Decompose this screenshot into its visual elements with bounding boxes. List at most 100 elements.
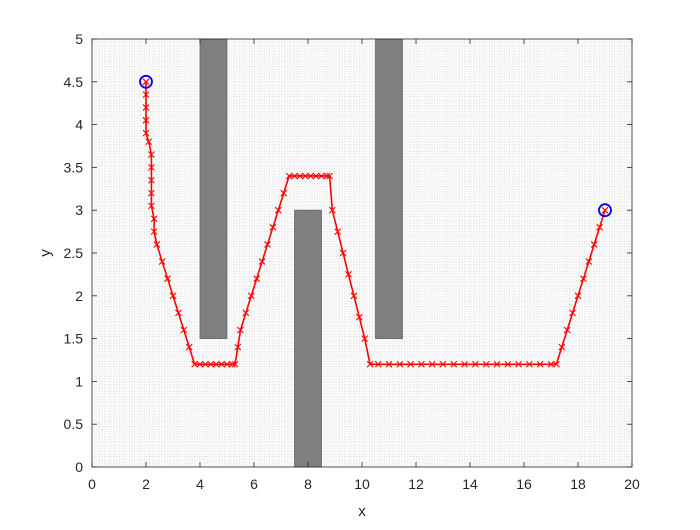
path-point-marker: [301, 172, 309, 180]
x-tick-label: 12: [408, 476, 424, 492]
path-point-marker: [307, 172, 315, 180]
endpoints: [139, 74, 612, 218]
path-point-marker: [407, 360, 414, 368]
path-point-marker: [223, 360, 231, 368]
path-point-marker: [374, 360, 382, 368]
path-point-marker: [175, 309, 182, 317]
path-point-marker: [158, 258, 166, 265]
path-point-marker: [196, 360, 204, 368]
path-point-marker: [558, 343, 566, 351]
path-point-marker: [563, 326, 571, 334]
y-tick-label: 1.5: [64, 331, 84, 347]
y-tick-label: 0: [75, 459, 83, 475]
y-tick-label: 5: [75, 31, 83, 47]
y-axis-label: y: [37, 249, 54, 257]
y-tick-label: 4.5: [64, 74, 84, 90]
path-point-marker: [291, 172, 298, 180]
path-point-marker: [472, 360, 479, 368]
path-point-marker: [269, 223, 277, 231]
path-point-marker: [569, 309, 576, 317]
path-point-marker: [148, 151, 155, 158]
path-point-marker: [345, 271, 352, 278]
x-tick-label: 18: [570, 476, 586, 492]
path-point-marker: [237, 326, 244, 334]
obstacle-3: [375, 38, 403, 340]
path-point-marker: [590, 241, 598, 248]
path-point-marker: [574, 292, 582, 300]
x-tick-label: 6: [250, 476, 258, 492]
path-point-marker: [323, 172, 331, 180]
path-point-marker: [418, 360, 425, 368]
path: [142, 78, 609, 368]
path-point-marker: [153, 241, 161, 248]
path-point-marker: [596, 223, 603, 231]
path-point-marker: [318, 172, 325, 180]
path-point-marker: [247, 292, 255, 300]
x-tick-label: 2: [142, 476, 150, 492]
path-point-marker: [312, 172, 320, 180]
path-point-marker: [164, 275, 171, 283]
path-point-marker: [231, 360, 239, 368]
path-point-marker: [148, 164, 155, 171]
dotted-grid-lines: [91, 38, 633, 467]
path-point-marker: [385, 360, 393, 368]
x-tick-label: 0: [88, 476, 96, 492]
path-point-marker: [482, 360, 490, 368]
path-point-marker: [274, 206, 282, 214]
path-point-marker: [547, 360, 555, 368]
path-point-marker: [515, 360, 522, 368]
y-tick-label: 3: [75, 202, 83, 218]
path-point-marker: [553, 360, 560, 368]
grid: [91, 38, 633, 467]
path-point-marker: [150, 215, 158, 223]
path-point-marker: [207, 360, 215, 368]
path-point-marker: [355, 313, 363, 321]
x-tick-label: 10: [354, 476, 370, 492]
path-point-marker: [504, 360, 512, 368]
x-axis-label: x: [358, 503, 366, 520]
path-point-marker: [526, 360, 533, 368]
path-point-marker: [580, 275, 587, 283]
path-point-marker: [145, 138, 153, 146]
path-point-marker: [461, 360, 468, 368]
plot-background: [92, 39, 632, 467]
path-point-marker: [185, 343, 193, 351]
y-tick-label: 2.5: [64, 245, 84, 261]
path-point-marker: [396, 360, 404, 368]
path-point-marker: [350, 292, 358, 300]
path-point-marker: [218, 360, 225, 368]
path-point-marker: [536, 360, 544, 368]
path-point-marker: [169, 292, 177, 300]
y-tick-label: 2: [75, 288, 83, 304]
path-point-marker: [366, 360, 374, 368]
path-point-marker: [202, 360, 209, 368]
path-point-marker: [150, 228, 158, 235]
path-point-marker: [234, 343, 242, 351]
path-point-marker: [242, 309, 250, 317]
path-point-marker: [191, 360, 198, 368]
path-point-marker: [148, 176, 155, 184]
obstacle-2: [294, 209, 322, 468]
path-point-marker: [493, 360, 501, 368]
path-point-marker: [142, 129, 150, 137]
path-point-marker: [585, 258, 593, 265]
path-point-marker: [334, 228, 342, 235]
path-point-marker: [264, 241, 271, 248]
path-point-marker: [229, 360, 236, 368]
path-point-marker: [180, 326, 188, 334]
x-tick-label: 14: [462, 476, 478, 492]
y-tick-label: 4: [75, 117, 83, 133]
path-point-marker: [280, 189, 288, 197]
path-point-marker: [601, 206, 609, 214]
path-point-marker: [148, 189, 155, 197]
path-point-marker: [142, 78, 150, 86]
path-point-marker: [212, 360, 220, 368]
path-point-marker: [339, 249, 347, 257]
path-point-marker: [142, 91, 150, 99]
start-marker: [139, 74, 153, 89]
path-point-marker: [142, 116, 150, 124]
x-tick-label: 16: [516, 476, 532, 492]
obstacle-1: [199, 38, 228, 340]
